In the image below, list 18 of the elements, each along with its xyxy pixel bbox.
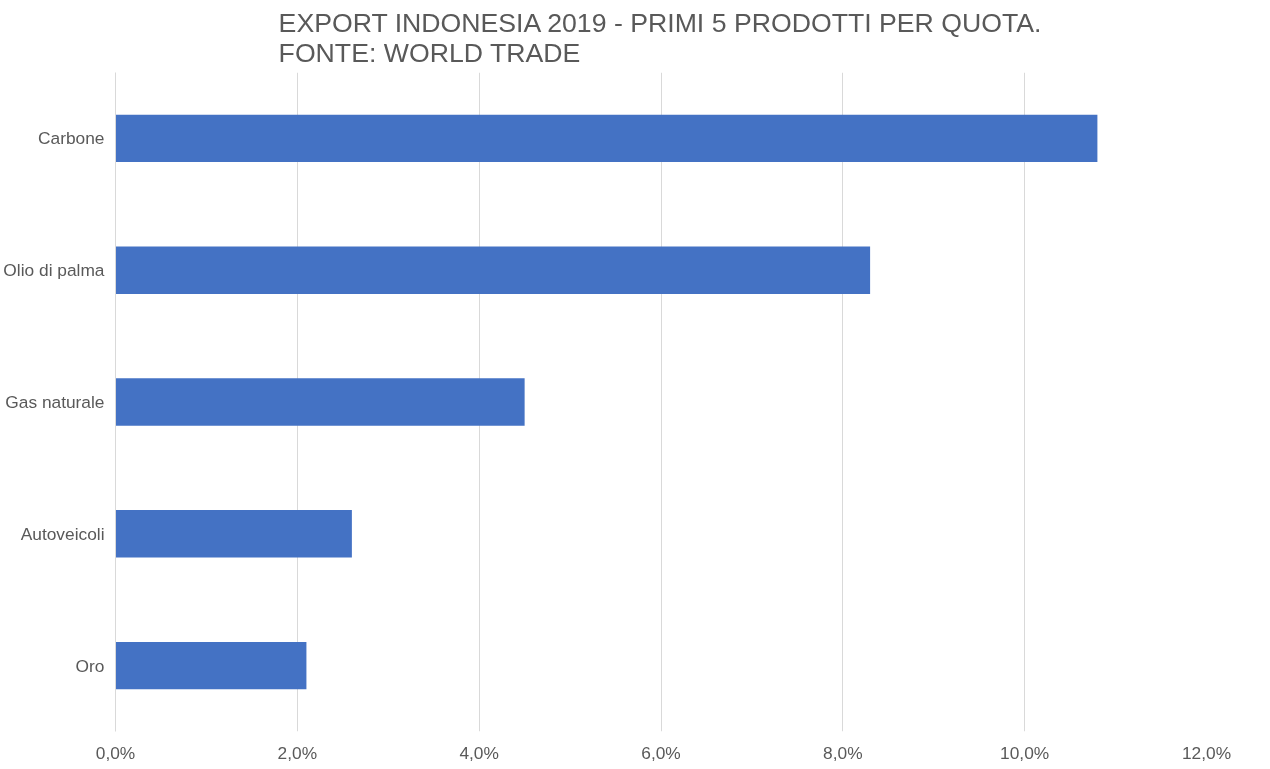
x-tick-label: 2,0% xyxy=(277,742,318,763)
bar xyxy=(115,510,352,558)
y-tick-label: Olio di palma xyxy=(3,260,105,281)
x-tick-label: 10,0% xyxy=(1000,742,1050,763)
y-tick-label: Gas naturale xyxy=(5,392,105,412)
y-tick-label: Autoveicoli xyxy=(20,523,105,544)
bar xyxy=(115,641,307,690)
y-tick-label: Carbone xyxy=(38,128,105,149)
x-tick-label: 8,0% xyxy=(823,742,863,763)
x-tick-label: 12,0% xyxy=(1181,742,1232,763)
x-tick-label: 0,0% xyxy=(95,742,136,763)
bar xyxy=(115,378,525,426)
y-tick-label: Oro xyxy=(75,655,105,676)
bar xyxy=(115,114,1098,163)
x-tick-label: 6,0% xyxy=(641,742,681,763)
x-tick-label: 4,0% xyxy=(459,742,499,763)
bar xyxy=(115,246,871,294)
chart-title: EXPORT INDONESIA 2019 - PRIMI 5 PRODOTTI PER QUOTA. FONTE: WORLD TRADE xyxy=(278,7,1042,68)
